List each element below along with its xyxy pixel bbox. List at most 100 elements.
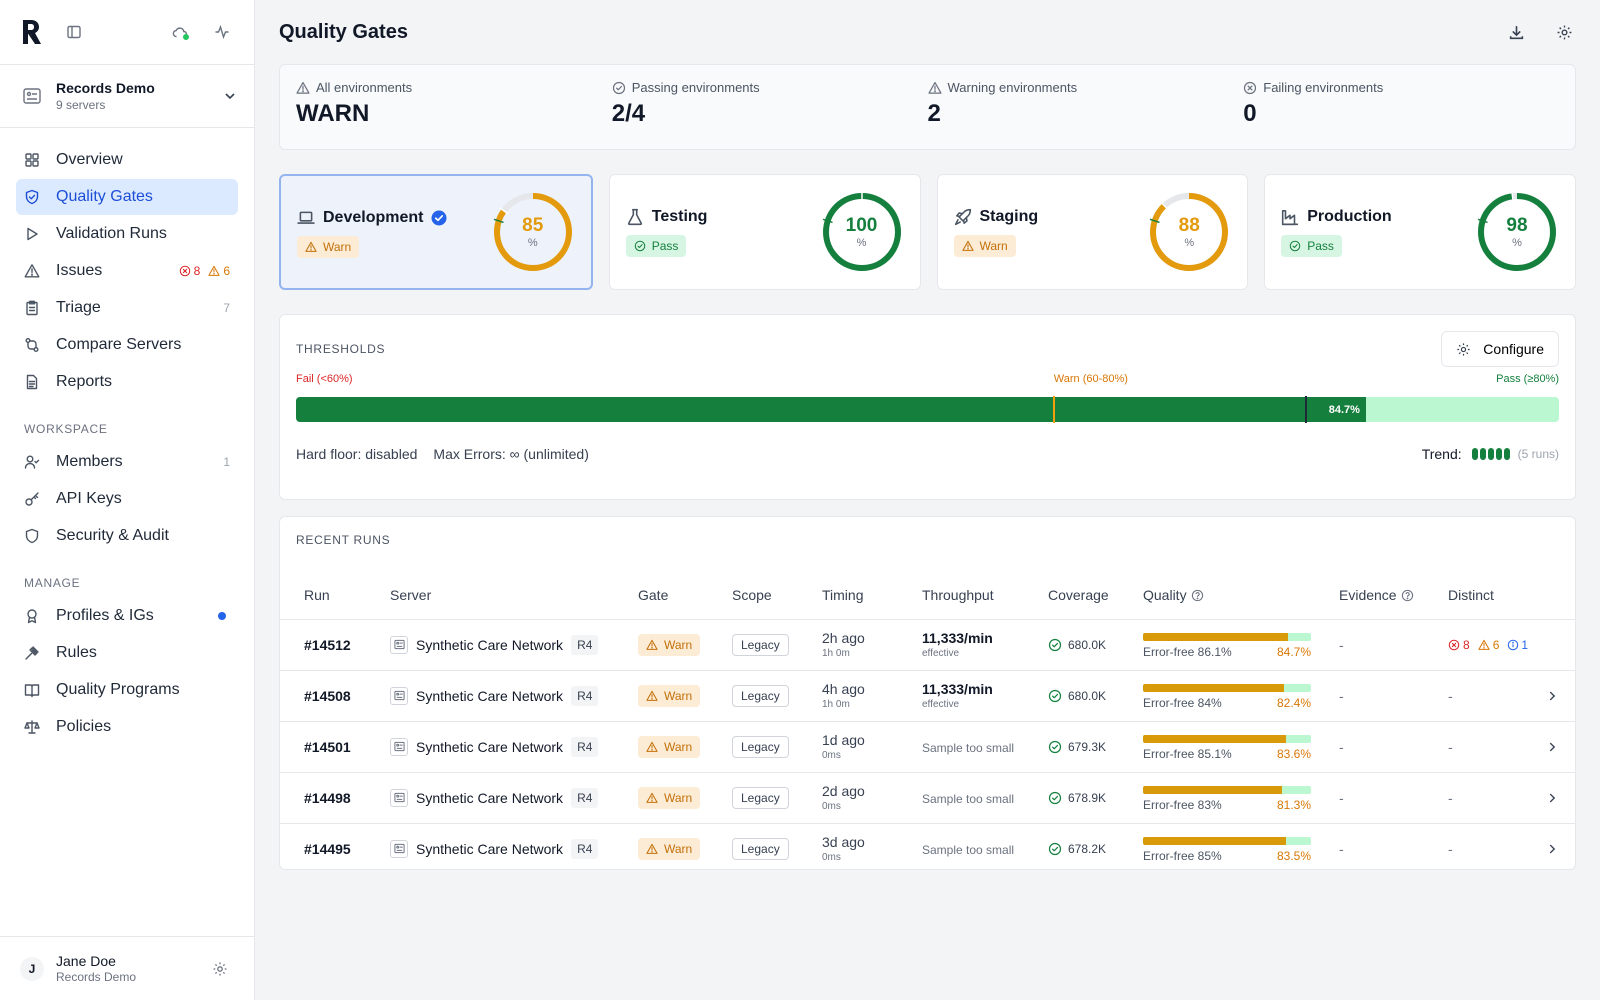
configure-button[interactable]: Configure: [1441, 331, 1559, 367]
run-time: 4h ago: [822, 681, 865, 697]
help-icon[interactable]: [1191, 589, 1204, 602]
env-name: Development: [323, 209, 424, 226]
run-id[interactable]: #14495: [304, 840, 351, 857]
run-id[interactable]: #14508: [280, 670, 390, 722]
toggle-sidebar-icon[interactable]: [62, 20, 86, 44]
sidebar-item-security-and-audit[interactable]: Security & Audit: [16, 518, 238, 554]
status-text: Pass: [651, 239, 679, 253]
gauge-threshold-tick: [1477, 218, 1488, 224]
summary-value: 0: [1243, 100, 1257, 127]
run-id[interactable]: #14498: [280, 772, 390, 824]
app-logo[interactable]: [22, 19, 44, 45]
trend-runs: (5 runs): [1517, 447, 1559, 461]
chevron-right-icon[interactable]: [1545, 740, 1559, 754]
factory-icon: [1282, 210, 1299, 226]
warning-count: 6: [223, 264, 230, 278]
manage-section-label: MANAGE: [24, 576, 81, 590]
chevron-down-icon: [225, 93, 235, 100]
sidebar-item-members[interactable]: Members 1: [16, 444, 238, 480]
sidebar-item-label: Issues: [56, 262, 103, 279]
server-name[interactable]: Synthetic Care Network: [416, 840, 564, 857]
distinct-warnings: 6: [1492, 637, 1500, 652]
trend-sparkline: [1471, 448, 1510, 460]
x-circle-icon: [179, 265, 190, 277]
status-text: Warn: [323, 240, 352, 254]
evidence: -: [1339, 840, 1344, 857]
quality-bar: [1143, 836, 1311, 845]
user-menu[interactable]: J Jane Doe Records Demo: [0, 936, 254, 1000]
activity-icon[interactable]: [210, 20, 234, 44]
table-row[interactable]: #14512 Synthetic Care Network R4 Warn Legacy…: [280, 619, 1575, 671]
env-card-testing[interactable]: Testing Pass 100%: [608, 174, 921, 290]
sidebar-item-validation-runs[interactable]: Validation Runs: [16, 216, 238, 252]
summary-label: Failing environments: [1263, 80, 1384, 95]
org-switcher[interactable]: Records Demo 9 servers: [0, 64, 254, 128]
run-time: 2d ago: [822, 783, 865, 799]
status-badge: Warn: [953, 235, 1016, 257]
sidebar-item-issues[interactable]: Issues 8 6: [16, 253, 238, 289]
sidebar-item-reports[interactable]: Reports: [16, 364, 238, 400]
server-name[interactable]: Synthetic Care Network: [416, 789, 564, 806]
gate-badge: Warn: [638, 684, 701, 707]
scope-badge: Legacy: [732, 684, 789, 707]
status-badge: Pass: [625, 235, 687, 257]
summary-passing-environments: Passing environments 2/4: [612, 80, 928, 134]
table-row[interactable]: #14501 Synthetic Care Network R4 Warn Legacy…: [280, 721, 1575, 773]
sidebar-item-label: Quality Programs: [56, 681, 180, 698]
gate-status: Warn: [664, 688, 693, 703]
column-header: Server: [390, 586, 432, 603]
members-icon: [24, 455, 40, 469]
server-name[interactable]: Synthetic Care Network: [416, 636, 564, 653]
summary-value: 2: [927, 100, 941, 127]
sidebar-item-triage[interactable]: Triage 7: [16, 290, 238, 326]
throughput-note: Sample too small: [922, 842, 1015, 857]
sidebar-item-label: Overview: [56, 151, 123, 168]
settings-gear-icon[interactable]: [1552, 20, 1576, 44]
server-name[interactable]: Synthetic Care Network: [416, 687, 564, 704]
recent-runs-panel: RECENT RUNS Run Server Gate Scope Timing Thro…: [279, 516, 1576, 870]
summary-value: 2/4: [611, 100, 646, 127]
server-name[interactable]: Synthetic Care Network: [416, 738, 564, 755]
env-card-development[interactable]: Development Warn 85%: [279, 174, 593, 290]
chevron-right-icon[interactable]: [1545, 842, 1559, 856]
throughput-sub: effective: [922, 648, 960, 659]
info-icon: [1508, 639, 1519, 650]
distinct-info: 1: [1521, 637, 1529, 652]
column-header: Throughput: [922, 586, 994, 603]
table-row[interactable]: #14508 Synthetic Care Network R4 Warn Legacy…: [280, 670, 1575, 722]
error-free: Error-free 86.1%: [1143, 644, 1232, 659]
quality-bar: [1143, 632, 1311, 641]
page-header: Quality Gates: [279, 0, 1576, 64]
quality-bar-fill: [1143, 632, 1288, 641]
sidebar-item-policies[interactable]: Policies: [16, 709, 238, 745]
server-icon: [390, 635, 408, 654]
sidebar-item-quality-programs[interactable]: Quality Programs: [16, 672, 238, 708]
gate-badge: Warn: [638, 633, 701, 656]
sidebar-item-quality-gates[interactable]: Quality Gates: [16, 179, 238, 215]
table-row[interactable]: #14498 Synthetic Care Network R4 Warn Legacy…: [280, 772, 1575, 824]
sidebar-item-api-keys[interactable]: API Keys: [16, 481, 238, 517]
env-card-production[interactable]: Production Pass 98%: [1264, 174, 1576, 290]
fail-threshold-label: Fail (<60%): [296, 373, 353, 385]
chevron-right-icon[interactable]: [1545, 791, 1559, 805]
table-row[interactable]: #14495 Synthetic Care Network R4 Warn Legacy…: [280, 823, 1575, 874]
play-icon: [27, 227, 38, 241]
run-id[interactable]: #14501: [280, 721, 390, 773]
sidebar-item-overview[interactable]: Overview: [16, 142, 238, 178]
throughput: 11,333/min: [922, 630, 993, 646]
run-id[interactable]: #14512: [280, 619, 390, 671]
sidebar-item-rules[interactable]: Rules: [16, 635, 238, 671]
chevron-right-icon[interactable]: [1545, 689, 1559, 703]
clipboard-icon: [26, 300, 38, 316]
run-duration: 1h 0m: [822, 648, 850, 659]
sidebar-item-compare-servers[interactable]: Compare Servers: [16, 327, 238, 363]
trend-dot: [1503, 448, 1510, 460]
env-card-staging[interactable]: Staging Warn 88%: [936, 174, 1249, 290]
download-icon[interactable]: [1504, 20, 1528, 44]
pass-threshold-label: Pass (≥80%): [1496, 373, 1559, 385]
alert-icon: [646, 843, 658, 854]
help-icon[interactable]: [1401, 589, 1414, 602]
cloud-status-icon[interactable]: [168, 20, 192, 44]
sidebar-item-profiles-and-igs[interactable]: Profiles & IGs: [16, 598, 238, 634]
gear-icon[interactable]: [208, 957, 232, 981]
